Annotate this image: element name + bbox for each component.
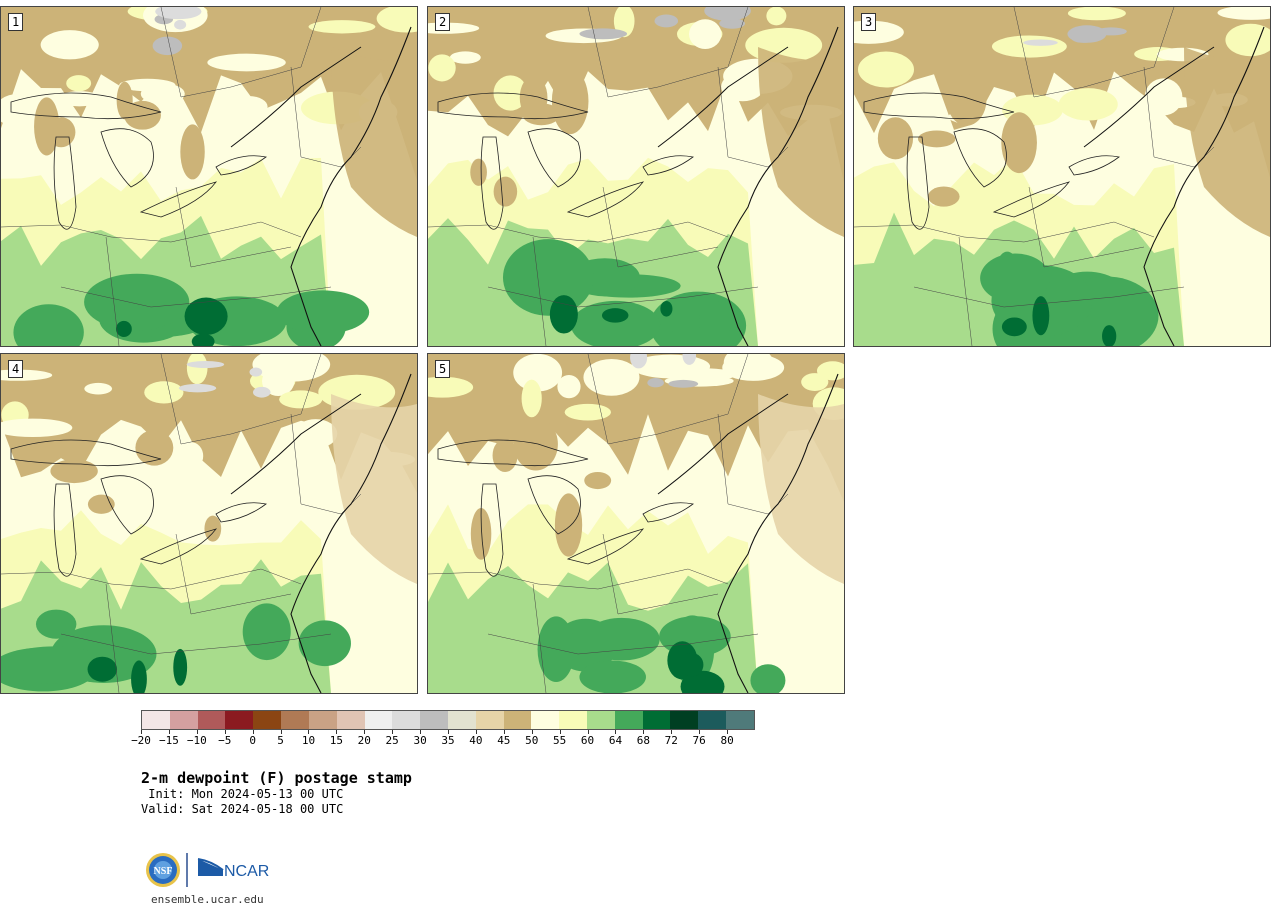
colorbar-tick-label: 76: [692, 734, 706, 747]
nsf-ncar-logo: NSF NCAR: [145, 850, 275, 890]
colorbar-tick-mark: [727, 730, 729, 734]
colorbar-tick-label: 64: [608, 734, 623, 747]
colorbar-swatch: [392, 711, 421, 729]
colorbar-swatch: [169, 711, 198, 729]
colorbar-tick-label: −20: [131, 734, 151, 747]
colorbar-tick-label: 0: [249, 734, 256, 747]
colorbar-tick-label: 15: [329, 734, 343, 747]
svg-text:NSF: NSF: [154, 866, 173, 877]
colorbar-swatch: [142, 711, 170, 729]
map-3: [854, 7, 1270, 346]
colorbar-swatch: [197, 711, 226, 729]
colorbar-tick-label: 5: [277, 734, 284, 747]
colorbar-tick-mark: [643, 730, 645, 734]
colorbar-tick-mark: [141, 730, 142, 734]
colorbar-swatch: [475, 711, 504, 729]
colorbar-tick-mark: [308, 730, 310, 734]
valid-time: Valid: Sat 2024-05-18 00 UTC: [141, 802, 344, 816]
colorbar-tick-mark: [364, 730, 366, 734]
colorbar-tick-mark: [252, 730, 254, 734]
colorbar-swatch: [364, 711, 393, 729]
colorbar-tick-label: 60: [580, 734, 595, 747]
colorbar-swatch: [503, 711, 532, 729]
colorbar-swatch: [642, 711, 671, 729]
colorbar-swatch: [336, 711, 365, 729]
panel-label: 4: [8, 360, 24, 378]
colorbar-tick-label: 50: [525, 734, 539, 747]
nsf-seal-icon: NSF: [146, 853, 180, 887]
colorbar-tick-mark: [503, 730, 505, 734]
colorbar-swatch: [726, 711, 754, 729]
colorbar-tick-mark: [587, 730, 589, 734]
colorbar-tick-label: 80: [720, 734, 734, 747]
colorbar-tick-mark: [280, 730, 282, 734]
colorbar-tick-mark: [196, 730, 198, 734]
colorbar-swatch: [614, 711, 643, 729]
colorbar-tick-label: 45: [497, 734, 511, 747]
colorbar-tick-mark: [420, 730, 422, 734]
colorbar-swatch: [225, 711, 254, 729]
colorbar-ticks: −20 −15 −10 −5 0 5 10 15 20 25 30 35 40 45 50 55 60 64 68 7…: [131, 730, 755, 751]
colorbar-tick-mark: [531, 730, 533, 734]
colorbar-swatch: [698, 711, 727, 729]
colorbar-tick-mark: [224, 730, 226, 734]
colorbar-tick-mark: [559, 730, 561, 734]
colorbar-tick-label: 68: [636, 734, 650, 747]
colorbar-tick-mark: [336, 730, 338, 734]
colorbar-swatch: [281, 711, 309, 729]
colorbar-tick-label: 20: [357, 734, 371, 747]
colorbar-swatch: [447, 711, 476, 729]
colorbar-tick-mark: [392, 730, 394, 734]
colorbar-swatch: [670, 711, 699, 729]
colorbar-tick-label: 25: [385, 734, 399, 747]
colorbar-swatch: [308, 711, 337, 729]
colorbar-tick-mark: [168, 730, 170, 734]
colorbar-tick-mark: [615, 730, 617, 734]
colorbar-swatch: [253, 711, 282, 729]
colorbar-swatch: [587, 711, 615, 729]
panel-label: 2: [435, 13, 451, 31]
colorbar-tick-mark: [699, 730, 701, 734]
panel-label: 3: [861, 13, 877, 31]
colorbar-swatch: [531, 711, 560, 729]
colorbar-tick-label: 35: [441, 734, 455, 747]
colorbar-tick-label: 55: [553, 734, 567, 747]
site-url: ensemble.ucar.edu: [151, 893, 264, 906]
colorbar-swatch: [420, 711, 448, 729]
panel-label: 5: [435, 360, 451, 378]
colorbar-tick-label: 10: [301, 734, 316, 747]
map-1: [1, 7, 417, 346]
map-panel-3: 3: [853, 6, 1271, 347]
colorbar-tick-label: −5: [218, 734, 232, 747]
colorbar-tick-label: −15: [158, 734, 179, 747]
init-time: Init: Mon 2024-05-13 00 UTC: [141, 787, 344, 801]
colorbar-tick-label: 40: [469, 734, 483, 747]
svg-text:NCAR: NCAR: [224, 863, 269, 880]
colorbar-tick-label: 72: [664, 734, 678, 747]
colorbar-tick-label: −10: [186, 734, 207, 747]
colorbar-swatch: [559, 711, 587, 729]
map-2: [428, 7, 844, 346]
plot-title: 2-m dewpoint (F) postage stamp: [141, 769, 412, 787]
colorbar-tick-mark: [475, 730, 477, 734]
map-5: [428, 354, 844, 693]
map-panel-2: 2: [427, 6, 845, 347]
colorbar-tick-label: 30: [413, 734, 427, 747]
map-panel-5: 5: [427, 353, 845, 694]
map-panel-1: 1: [0, 6, 418, 347]
colorbar-tick-mark: [448, 730, 449, 734]
ncar-logo-icon: NCAR: [197, 858, 269, 880]
map-panel-4: 4: [0, 353, 418, 694]
colorbar-tick-mark: [671, 730, 673, 734]
colorbar: [141, 710, 755, 730]
map-4: [1, 354, 417, 693]
panel-label: 1: [8, 13, 24, 31]
